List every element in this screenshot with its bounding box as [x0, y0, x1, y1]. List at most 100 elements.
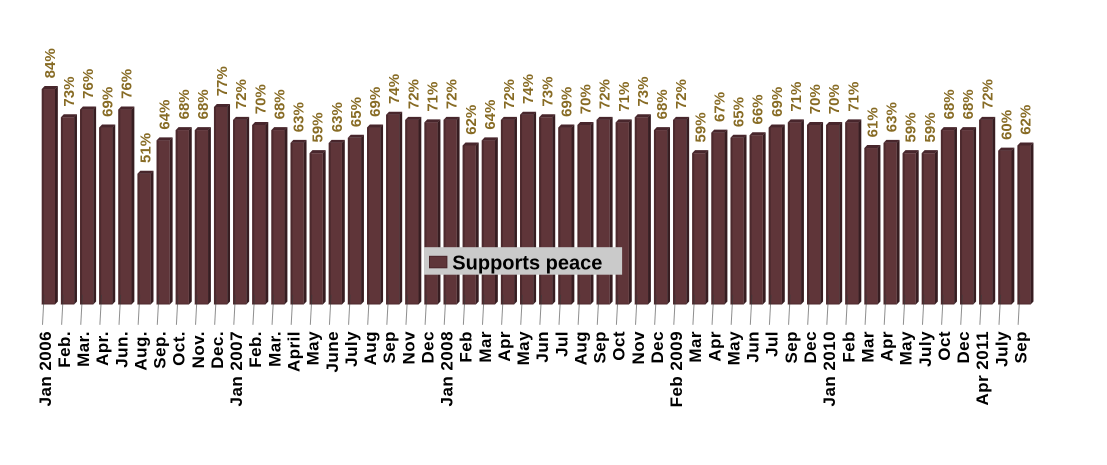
svg-text:Dec: Dec — [418, 331, 437, 364]
svg-text:66%: 66% — [750, 94, 767, 124]
svg-text:Jul: Jul — [552, 331, 571, 357]
svg-text:Nov: Nov — [399, 331, 418, 365]
svg-text:Jan 2007: Jan 2007 — [227, 331, 246, 406]
svg-text:74%: 74% — [386, 74, 403, 104]
svg-text:68%: 68% — [654, 89, 671, 119]
svg-text:May: May — [514, 331, 533, 366]
svg-text:Nov.: Nov. — [189, 331, 208, 368]
svg-text:Sep: Sep — [782, 331, 801, 364]
svg-text:Mar.: Mar. — [265, 331, 284, 367]
svg-text:71%: 71% — [425, 82, 442, 112]
svg-text:77%: 77% — [214, 66, 231, 96]
svg-text:72%: 72% — [673, 79, 690, 109]
svg-text:May: May — [724, 331, 743, 366]
svg-text:Feb.: Feb. — [246, 331, 265, 368]
svg-text:Sep: Sep — [1011, 331, 1030, 364]
svg-text:July: July — [916, 331, 935, 367]
svg-text:Feb 2009: Feb 2009 — [667, 331, 686, 407]
svg-text:68%: 68% — [195, 89, 212, 119]
svg-text:Jul: Jul — [763, 331, 782, 357]
svg-text:Dec: Dec — [648, 331, 667, 364]
svg-text:Oct: Oct — [610, 331, 629, 361]
svg-text:71%: 71% — [788, 82, 805, 112]
svg-text:76%: 76% — [118, 69, 135, 99]
svg-text:59%: 59% — [692, 112, 709, 142]
svg-text:April: April — [284, 331, 303, 372]
svg-text:Apr 2011: Apr 2011 — [973, 331, 992, 405]
svg-text:Aug: Aug — [361, 331, 380, 365]
svg-text:72%: 72% — [233, 79, 250, 109]
svg-text:51%: 51% — [138, 133, 155, 163]
svg-text:59%: 59% — [903, 112, 920, 142]
svg-text:65%: 65% — [348, 97, 365, 127]
svg-text:84%: 84% — [42, 48, 59, 78]
svg-text:Feb: Feb — [839, 331, 858, 363]
svg-text:Oct: Oct — [935, 331, 954, 361]
svg-text:Mar: Mar — [686, 331, 705, 363]
svg-text:64%: 64% — [157, 100, 174, 130]
svg-text:68%: 68% — [176, 89, 193, 119]
svg-text:Mar.: Mar. — [74, 331, 93, 367]
svg-text:Sep.: Sep. — [151, 331, 170, 369]
svg-text:Supports peace: Supports peace — [452, 253, 602, 275]
svg-text:Jan 2008: Jan 2008 — [438, 331, 457, 406]
svg-text:Feb: Feb — [457, 331, 476, 363]
svg-text:65%: 65% — [731, 97, 748, 127]
svg-text:71%: 71% — [616, 82, 633, 112]
svg-text:69%: 69% — [558, 87, 575, 117]
svg-text:Jun.: Jun. — [112, 331, 131, 368]
svg-text:69%: 69% — [769, 87, 786, 117]
svg-text:76%: 76% — [80, 69, 97, 99]
svg-text:Mar: Mar — [476, 331, 495, 363]
svg-text:Jun: Jun — [744, 331, 763, 363]
svg-text:73%: 73% — [61, 77, 78, 107]
svg-text:67%: 67% — [711, 92, 728, 122]
svg-text:63%: 63% — [291, 102, 308, 132]
svg-text:69%: 69% — [99, 87, 116, 117]
svg-text:Aug.: Aug. — [131, 331, 150, 371]
svg-text:June: June — [323, 331, 342, 372]
svg-text:72%: 72% — [979, 79, 996, 109]
svg-text:59%: 59% — [310, 112, 327, 142]
svg-text:68%: 68% — [271, 89, 288, 119]
svg-text:Oct.: Oct. — [170, 331, 189, 366]
svg-text:71%: 71% — [845, 82, 862, 112]
svg-text:Dec: Dec — [801, 331, 820, 364]
svg-text:Dec: Dec — [954, 331, 973, 364]
svg-text:Nov: Nov — [629, 331, 648, 365]
svg-text:59%: 59% — [922, 112, 939, 142]
svg-text:62%: 62% — [1018, 105, 1035, 135]
svg-text:72%: 72% — [405, 79, 422, 109]
svg-text:Sep: Sep — [380, 331, 399, 364]
svg-text:61%: 61% — [864, 107, 881, 137]
svg-text:63%: 63% — [884, 102, 901, 132]
svg-text:73%: 73% — [635, 77, 652, 107]
svg-text:Jan 2006: Jan 2006 — [36, 331, 55, 406]
svg-text:60%: 60% — [998, 110, 1015, 140]
svg-text:Apr.: Apr. — [93, 331, 112, 366]
svg-text:Apr: Apr — [705, 331, 724, 362]
svg-text:72%: 72% — [597, 79, 614, 109]
svg-text:72%: 72% — [444, 79, 461, 109]
svg-text:Mar: Mar — [858, 331, 877, 363]
svg-text:70%: 70% — [807, 84, 824, 114]
svg-text:Apr: Apr — [878, 331, 897, 362]
svg-text:Sep: Sep — [591, 331, 610, 364]
svg-text:74%: 74% — [520, 74, 537, 104]
svg-text:July: July — [342, 331, 361, 367]
svg-text:73%: 73% — [539, 77, 556, 107]
svg-text:69%: 69% — [367, 87, 384, 117]
svg-text:May: May — [897, 331, 916, 366]
svg-text:Jun: Jun — [533, 331, 552, 363]
svg-text:July: July — [992, 331, 1011, 367]
svg-text:Aug: Aug — [571, 331, 590, 365]
svg-text:Feb.: Feb. — [55, 331, 74, 368]
svg-text:68%: 68% — [960, 89, 977, 119]
svg-text:62%: 62% — [463, 105, 480, 135]
svg-text:68%: 68% — [941, 89, 958, 119]
svg-text:Apr: Apr — [495, 331, 514, 362]
svg-text:63%: 63% — [329, 102, 346, 132]
svg-text:70%: 70% — [578, 84, 595, 114]
svg-text:May: May — [304, 331, 323, 366]
svg-text:70%: 70% — [826, 84, 843, 114]
